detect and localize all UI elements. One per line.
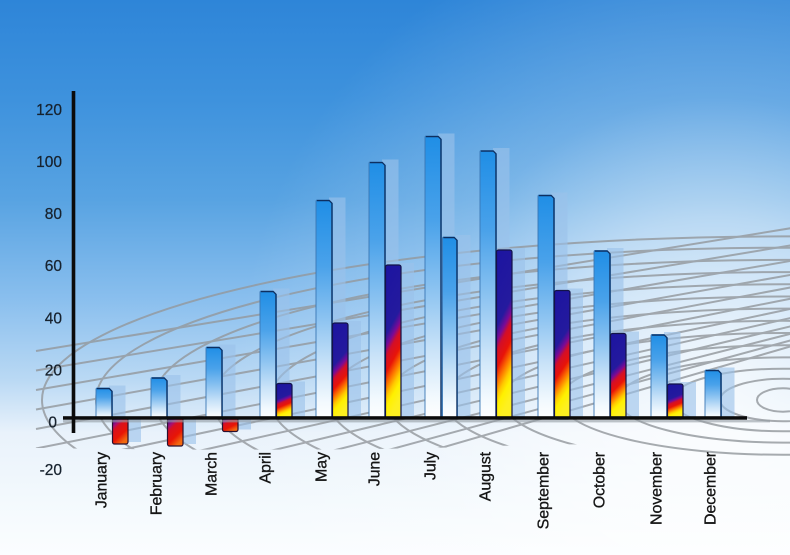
svg-text:July: July xyxy=(423,452,440,480)
svg-text:December: December xyxy=(703,451,720,525)
svg-text:80: 80 xyxy=(45,206,63,223)
svg-text:0: 0 xyxy=(48,415,57,432)
svg-text:February: February xyxy=(149,452,166,515)
svg-text:November: November xyxy=(649,451,666,525)
svg-text:April: April xyxy=(258,452,275,484)
svg-text:100: 100 xyxy=(36,154,62,171)
svg-text:60: 60 xyxy=(45,258,63,275)
svg-text:40: 40 xyxy=(45,310,63,327)
svg-text:June: June xyxy=(367,452,384,486)
svg-text:May: May xyxy=(314,452,331,482)
svg-text:March: March xyxy=(204,452,221,496)
svg-text:January: January xyxy=(94,452,111,508)
svg-text:August: August xyxy=(478,451,495,501)
svg-text:September: September xyxy=(536,451,553,529)
svg-text:October: October xyxy=(592,451,609,508)
svg-text:120: 120 xyxy=(36,102,62,119)
svg-text:20: 20 xyxy=(45,362,63,379)
svg-text:-20: -20 xyxy=(40,462,63,479)
